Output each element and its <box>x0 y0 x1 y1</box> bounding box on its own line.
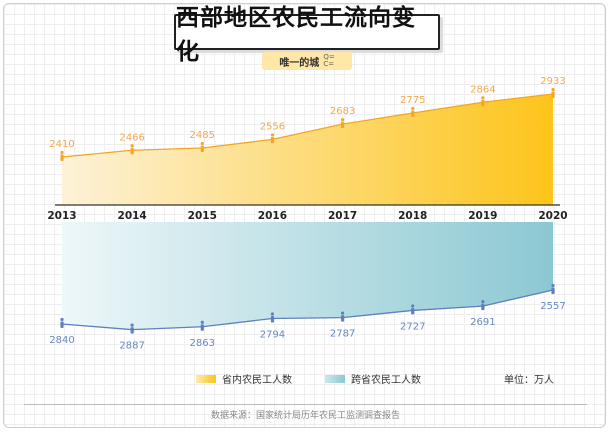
series-2-point <box>200 320 204 331</box>
legend-label-series-2: 跨省农民工人数 <box>351 375 421 386</box>
series-1-point <box>340 118 345 129</box>
series-2-point <box>481 299 485 311</box>
series-1-data-label: 2775 <box>400 95 425 106</box>
series-1-point <box>60 150 64 161</box>
series-2-data-label: 2840 <box>49 335 74 346</box>
footer-divider <box>24 404 587 405</box>
series-2-data-label: 2787 <box>330 329 355 340</box>
legend-swatch-series-2 <box>325 374 345 383</box>
series-1-point <box>200 141 204 152</box>
series-2-data-label: 2557 <box>540 301 565 312</box>
series-1-data-label: 2864 <box>470 84 495 95</box>
series-1-data-label: 2683 <box>330 106 355 117</box>
x-tick-label: 2018 <box>398 210 427 222</box>
series-1-data-label: 2933 <box>540 76 565 87</box>
x-tick-label: 2019 <box>468 210 497 222</box>
data-source: 数据来源：国家统计局历年农民工监测调查报告 <box>210 411 400 421</box>
x-tick-label: 2014 <box>118 210 147 222</box>
series-2-data-label: 2794 <box>260 329 285 340</box>
series-1-data-label: 2410 <box>49 139 74 150</box>
series-2-point <box>130 323 134 334</box>
chart-frame <box>3 3 606 428</box>
series-2-area <box>62 222 553 330</box>
series-1-point <box>130 144 134 155</box>
series-1-point <box>551 87 555 98</box>
x-tick-label: 2017 <box>328 210 357 222</box>
unit-label: 单位：万人 <box>504 375 554 386</box>
x-tick-label: 2016 <box>258 210 287 222</box>
series-2-point <box>270 312 275 323</box>
brand-logo-icon: Q= C= <box>323 53 335 68</box>
series-1-area <box>62 94 553 205</box>
brand-badge: 唯一的城 Q= C= <box>262 52 352 70</box>
series-2-point <box>340 311 345 322</box>
brand-name: 唯一的城 <box>279 57 320 69</box>
legend-swatch-series-1 <box>196 374 216 383</box>
series-2-data-label: 2863 <box>190 338 215 349</box>
series-1-point <box>270 133 275 144</box>
series-1-data-label: 2556 <box>260 121 285 132</box>
series-1-data-label: 2466 <box>119 132 144 143</box>
series-2-line <box>61 289 554 331</box>
series-2-data-label: 2887 <box>119 341 144 352</box>
series-1-point <box>481 96 485 107</box>
x-tick-label: 2013 <box>47 210 76 222</box>
series-1-point <box>411 106 415 118</box>
legend-label-series-1: 省内农民工人数 <box>222 375 292 386</box>
series-1-data-label: 2485 <box>190 130 215 141</box>
series-2-point <box>411 304 415 315</box>
x-tick-label: 2020 <box>538 210 567 222</box>
legend-item-series-2: 跨省农民工人数 <box>325 371 421 386</box>
series-1-line <box>61 93 554 158</box>
x-tick-label: 2015 <box>188 210 217 222</box>
legend-item-series-1: 省内农民工人数 <box>196 371 292 386</box>
series-2-data-label: 2727 <box>400 321 425 332</box>
chart-title: 西部地区农民工流向变化 <box>174 5 440 65</box>
series-2-point <box>551 283 555 294</box>
series-2-data-label: 2691 <box>470 317 495 328</box>
series-2-point <box>60 317 64 328</box>
